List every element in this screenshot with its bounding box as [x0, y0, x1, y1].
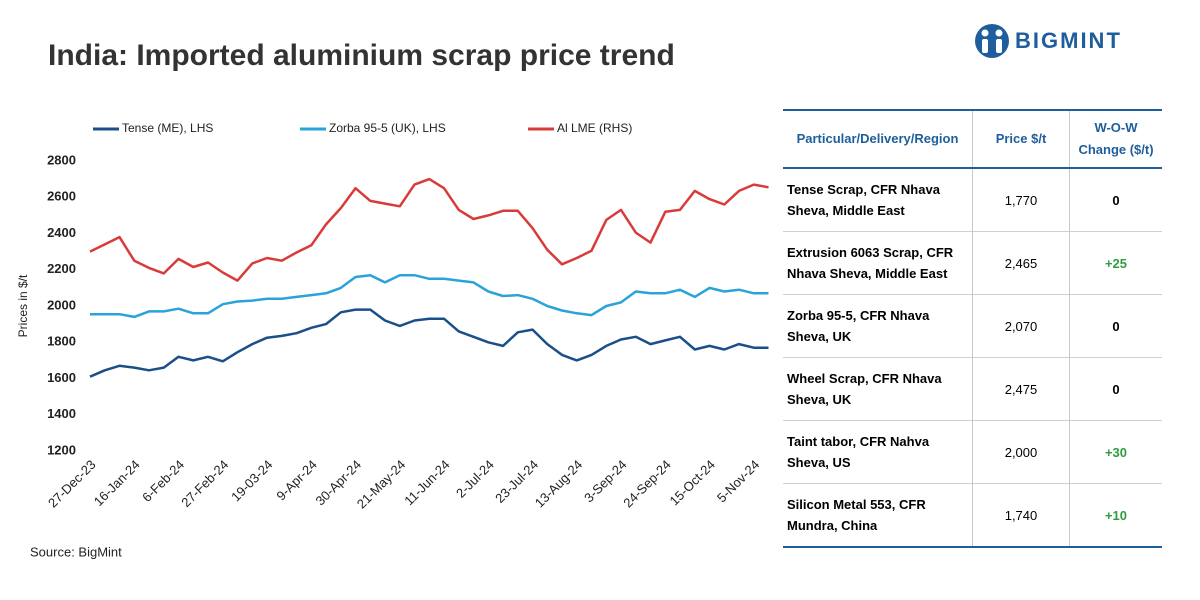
y-tick-label: 2600	[47, 189, 76, 204]
x-tick-label: 27-Dec-23	[45, 457, 99, 511]
table-cell: +30	[1069, 420, 1162, 484]
table-cell: Silicon Metal 553, CFR Mundra, China	[783, 483, 973, 547]
x-tick-label: 13-Aug-24	[532, 457, 586, 511]
series-line	[89, 177, 769, 282]
table-cell: +10	[1069, 483, 1162, 547]
y-tick-label: 2400	[47, 225, 76, 240]
y-tick-label: 1800	[47, 334, 76, 349]
y-tick-label: 1400	[47, 406, 76, 421]
table-cell: Extrusion 6063 Scrap, CFR Nhava Sheva, M…	[783, 231, 973, 295]
legend-label: Zorba 95-5 (UK), LHS	[329, 121, 446, 135]
x-tick-label: 16-Jan-24	[91, 457, 143, 509]
table-cell: 1,740	[972, 483, 1070, 547]
header-cell: Price $/t	[972, 110, 1070, 169]
table-cell: 2,000	[972, 420, 1070, 484]
x-tick-label: 21-May-24	[354, 457, 409, 512]
table-cell: Tense Scrap, CFR Nhava Sheva, Middle Eas…	[783, 167, 973, 232]
table-row: Silicon Metal 553, CFR Mundra, China 1,74…	[783, 483, 1162, 547]
title: India: Imported aluminium scrap price tr…	[48, 39, 675, 72]
header-cell: Particular/Delivery/Region	[783, 110, 973, 169]
price-table: Particular/Delivery/Region Price $/t W-O-W…	[783, 109, 1162, 548]
table-cell: 0	[1069, 167, 1162, 232]
series-line	[89, 308, 769, 378]
table-row: Wheel Scrap, CFR Nhava Sheva, UK 2,475 0	[783, 357, 1162, 421]
table-cell: 2,465	[972, 231, 1070, 295]
y-tick-label: 2000	[47, 297, 76, 312]
table-row: Tense Scrap, CFR Nhava Sheva, Middle Eas…	[783, 167, 1162, 232]
table-cell: 0	[1069, 357, 1162, 421]
source: Source: BigMint	[30, 544, 122, 559]
x-tick-label: 2-Jul-24	[453, 457, 497, 501]
x-tick-label: 15-Oct-24	[667, 457, 718, 508]
x-tick-label: 19-03-24	[228, 457, 275, 504]
table-cell: Wheel Scrap, CFR Nhava Sheva, UK	[783, 357, 973, 421]
table-cell: 1,770	[972, 167, 1070, 232]
table-cell: 2,070	[972, 294, 1070, 358]
logo-icon	[975, 24, 1009, 58]
x-tick-label: 24-Sep-24	[620, 457, 674, 511]
table-cell: Taint tabor, CFR Nahva Sheva, US	[783, 420, 973, 484]
table-row: Zorba 95-5, CFR Nhava Sheva, UK 2,070 0	[783, 294, 1162, 358]
header-cell: W-O-W Change ($/t)	[1069, 110, 1162, 169]
y-tick-label: 1600	[47, 370, 76, 385]
table-header: Particular/Delivery/Region Price $/t W-O-W…	[783, 110, 1162, 169]
legend-label: Al LME (RHS)	[557, 121, 632, 135]
table-cell: Zorba 95-5, CFR Nhava Sheva, UK	[783, 294, 973, 358]
y-tick-label: 1200	[47, 442, 76, 457]
y-tick-label: 2800	[47, 152, 76, 167]
x-tick-label: 27-Feb-24	[178, 457, 231, 510]
table-cell: +25	[1069, 231, 1162, 295]
x-tick-label: 11-Jun-24	[401, 457, 452, 508]
y-tick-label: 2200	[47, 261, 76, 276]
table-row: Extrusion 6063 Scrap, CFR Nhava Sheva, M…	[783, 231, 1162, 295]
table-row: Taint tabor, CFR Nahva Sheva, US 2,000 +30	[783, 420, 1162, 484]
legend-label: Tense (ME), LHS	[122, 121, 213, 135]
table-cell: 0	[1069, 294, 1162, 358]
logo-text: BIGMINT	[1015, 28, 1122, 53]
table-cell: 2,475	[972, 357, 1070, 421]
series-line	[90, 273, 769, 319]
x-tick-label: 5-Nov-24	[714, 457, 762, 505]
y-axis-label: Prices in $/t	[16, 274, 30, 337]
